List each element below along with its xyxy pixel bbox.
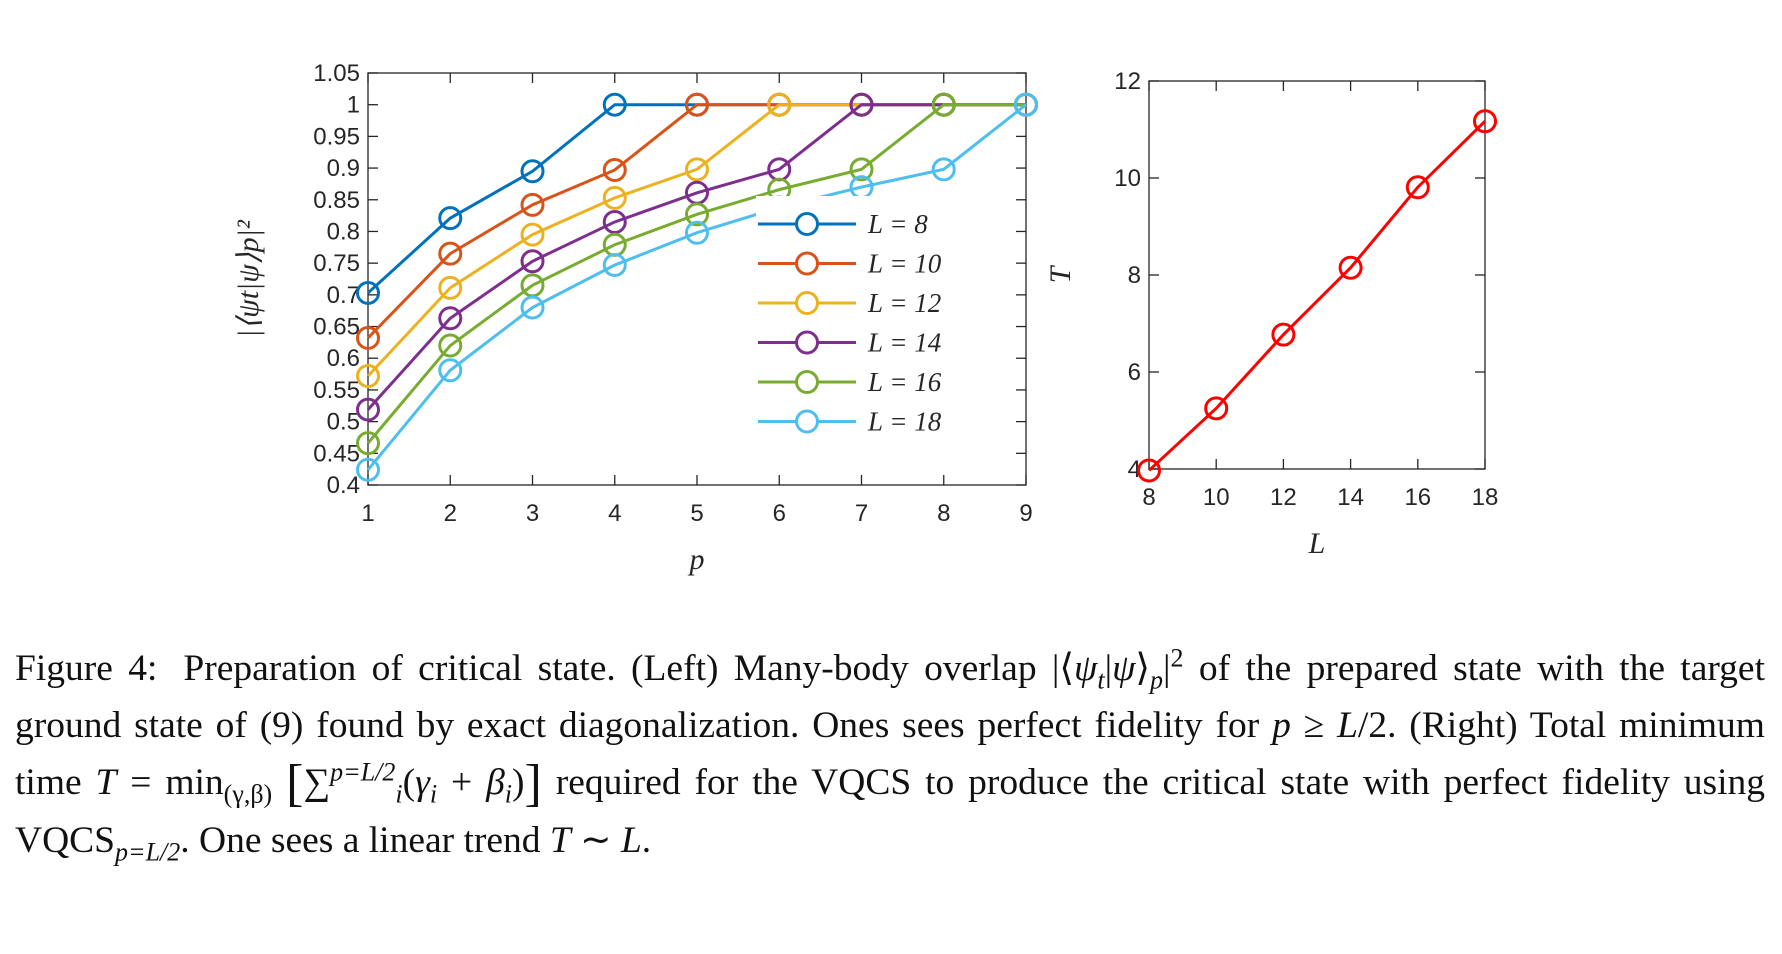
data-point bbox=[438, 206, 463, 231]
x-tick-label: 10 bbox=[1203, 484, 1230, 511]
y-tick-label: 0.45 bbox=[313, 440, 360, 467]
data-point bbox=[520, 295, 545, 320]
x-tick-label: 2 bbox=[444, 500, 457, 527]
data-point bbox=[931, 157, 956, 182]
figure: 1 2 3 4 5 6 7 8 90.40.450.50.550.60.650.70.750.8… bbox=[232, 60, 1498, 576]
legend-label: L = 14 bbox=[867, 328, 941, 358]
x-tick-label: 6 bbox=[773, 500, 786, 527]
data-point bbox=[356, 325, 380, 350]
y-tick-label: 4 bbox=[1128, 456, 1141, 483]
series-line bbox=[1147, 120, 1487, 472]
x-tick-label: 14 bbox=[1337, 484, 1364, 511]
data-point bbox=[931, 92, 956, 117]
y-tick-label: 1.05 bbox=[313, 60, 360, 87]
y-tick-label: 0.85 bbox=[313, 187, 360, 214]
x-tick-label: 7 bbox=[855, 500, 868, 527]
y-tick-label: 1 bbox=[347, 92, 360, 119]
data-point bbox=[1014, 92, 1038, 117]
data-point bbox=[438, 275, 463, 300]
y-tick-label: 10 bbox=[1114, 165, 1141, 192]
data-point bbox=[602, 157, 627, 182]
legend-label: L = 16 bbox=[867, 367, 942, 397]
series-line bbox=[366, 103, 1027, 471]
y-tick-label: 0.9 bbox=[327, 155, 360, 182]
data-point bbox=[767, 92, 792, 117]
y-tick-label: 0.6 bbox=[327, 345, 360, 372]
data-point bbox=[602, 92, 627, 117]
data-point bbox=[1405, 175, 1430, 200]
series-line bbox=[366, 103, 1026, 445]
data-point bbox=[438, 241, 463, 266]
data-point bbox=[356, 431, 380, 456]
legend-label: L = 10 bbox=[867, 249, 942, 279]
left-chart: 1 2 3 4 5 6 7 8 9 0.4 0.45 0.5 0.55 0.6 0.65 0.7 0.75 0.8… bbox=[232, 60, 1038, 576]
x-tick-label: 3 bbox=[526, 500, 539, 527]
legend-marker bbox=[795, 409, 819, 434]
y-tick-label: 0.8 bbox=[327, 218, 360, 245]
data-point bbox=[520, 159, 545, 184]
data-point bbox=[438, 358, 463, 383]
data-point bbox=[849, 92, 874, 117]
x-tick-label: 5 bbox=[690, 500, 703, 527]
figure-caption: Figure 4: Preparation of critical state. … bbox=[15, 643, 1766, 867]
data-point bbox=[438, 333, 463, 358]
data-point bbox=[1204, 396, 1229, 421]
x-tick-label: 4 bbox=[608, 500, 621, 527]
data-point bbox=[685, 202, 709, 227]
data-point bbox=[685, 92, 709, 117]
x-tick-label: 9 bbox=[1019, 500, 1032, 527]
x-axis-label: p bbox=[688, 543, 705, 576]
y-tick-label: 0.4 bbox=[327, 472, 360, 499]
x-tick-label: 8 bbox=[937, 500, 950, 527]
data-point bbox=[356, 397, 380, 422]
legend-label: L = 18 bbox=[867, 407, 942, 437]
axes-box bbox=[1148, 80, 1486, 470]
data-point bbox=[602, 185, 627, 210]
x-tick-label: 16 bbox=[1404, 484, 1431, 511]
data-point bbox=[356, 363, 380, 388]
y-tick-label: 0.5 bbox=[327, 409, 360, 436]
x-axis-label: L bbox=[1308, 527, 1326, 560]
legend-marker bbox=[795, 291, 819, 315]
legend-marker bbox=[795, 330, 819, 355]
x-tick-label: 18 bbox=[1472, 484, 1499, 511]
data-point bbox=[520, 222, 545, 247]
right-chart: 8 10 12 14 16 18 4 6 8 10 12 L T bbox=[1044, 68, 1498, 560]
caption-label: Figure 4: bbox=[15, 648, 158, 689]
data-point bbox=[1473, 109, 1497, 134]
y-tick-label: 8 bbox=[1128, 262, 1141, 289]
data-point bbox=[1338, 255, 1363, 280]
legend-box bbox=[756, 196, 1006, 446]
series-line bbox=[366, 103, 1026, 411]
y-tick-label: 0.95 bbox=[313, 123, 360, 150]
legend-marker bbox=[795, 212, 819, 236]
y-axis-label: T bbox=[1044, 264, 1077, 283]
x-tick-label: 1 bbox=[361, 500, 374, 527]
x-tick-label: 12 bbox=[1270, 484, 1297, 511]
data-point bbox=[1137, 458, 1161, 483]
y-axis-label: |⟨ψt|ψ⟩p|² bbox=[232, 219, 265, 338]
y-tick-label: 0.75 bbox=[313, 250, 360, 277]
data-point bbox=[685, 157, 709, 182]
y-tick-label: 0.7 bbox=[327, 282, 360, 309]
y-tick-label: 0.65 bbox=[313, 314, 360, 341]
y-tick-label: 6 bbox=[1128, 359, 1141, 386]
data-point bbox=[685, 220, 709, 245]
legend-label: L = 8 bbox=[867, 209, 928, 239]
data-point bbox=[356, 457, 380, 482]
data-point bbox=[1271, 322, 1296, 347]
y-tick-label: 12 bbox=[1114, 68, 1141, 95]
legend-marker bbox=[795, 251, 819, 276]
data-point bbox=[602, 209, 627, 234]
data-point bbox=[602, 253, 627, 278]
data-point bbox=[520, 249, 545, 274]
x-tick-label: 8 bbox=[1142, 484, 1155, 511]
data-point bbox=[356, 280, 380, 305]
data-point bbox=[520, 192, 545, 217]
data-point bbox=[438, 306, 463, 331]
data-point bbox=[849, 157, 874, 182]
y-tick-label: 0.55 bbox=[313, 377, 360, 404]
legend-marker bbox=[795, 370, 819, 394]
legend-label: L = 12 bbox=[867, 288, 941, 318]
